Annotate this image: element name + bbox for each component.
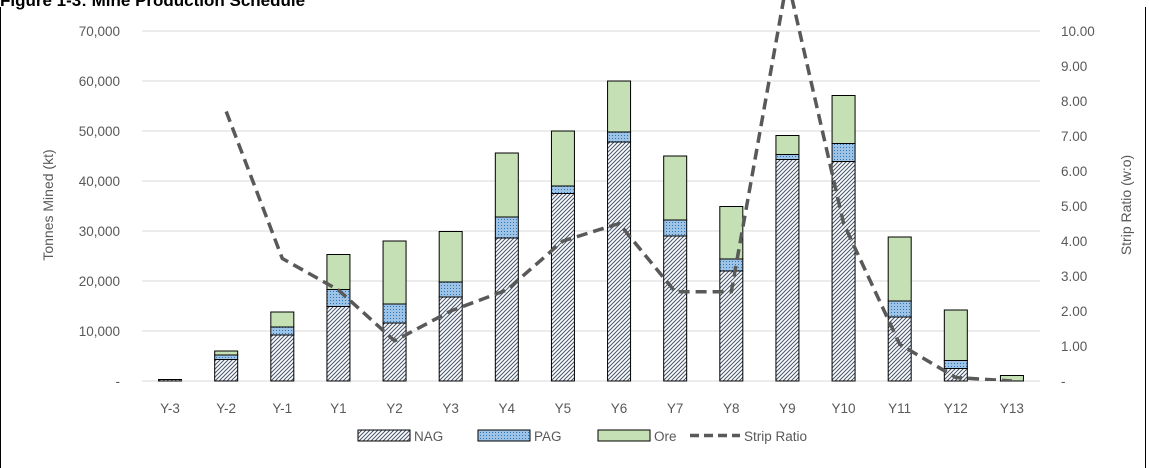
bar-nag (382, 322, 407, 382)
y-tick-label: 60,000 (79, 74, 120, 89)
x-tick-label: Y11 (888, 401, 911, 416)
legend-item-ore: Ore (597, 429, 677, 444)
bar-nag (158, 379, 183, 382)
x-tick-label: Y6 (611, 401, 628, 416)
y-tick-label: 70,000 (79, 24, 120, 39)
bar-pag (663, 219, 688, 237)
y2-tick-label: 7.00 (1061, 129, 1087, 144)
bar-ore (663, 155, 688, 221)
y2-tick-label: 1.00 (1061, 339, 1087, 354)
y2-tick-label: 2.00 (1061, 304, 1087, 319)
bar-pag (494, 216, 519, 239)
bar-ore (270, 311, 295, 328)
legend: NAG PAG Ore Strip Ratio (357, 429, 807, 444)
legend-swatch (597, 429, 651, 442)
x-tick-label: Y1 (330, 401, 347, 416)
bar-ore (999, 375, 1024, 382)
bar-nag (494, 237, 519, 382)
legend-swatch (477, 429, 531, 442)
x-tick-label: Y5 (555, 401, 572, 416)
y2-tick-label: 3.00 (1061, 269, 1087, 284)
y2-tick-label: 5.00 (1061, 199, 1087, 214)
bar-pag (214, 354, 239, 360)
bar-pag (382, 303, 407, 324)
legend-item-pag: PAG (477, 429, 562, 444)
bar-pag (270, 326, 295, 336)
bar-pag (831, 143, 856, 162)
bar-ore (831, 95, 856, 144)
y2-tick-label: 8.00 (1061, 94, 1087, 109)
bar-nag (326, 306, 351, 382)
legend-label: Ore (654, 429, 677, 444)
bar-ore (550, 130, 575, 187)
y-axis-label: Tonnes Mined (kt) (40, 149, 56, 260)
y-tick-label: 40,000 (79, 174, 120, 189)
bar-ore (607, 80, 632, 133)
bar-nag (607, 141, 632, 382)
x-tick-label: Y-3 (160, 401, 180, 416)
bar-ore (438, 231, 463, 283)
x-tick-label: Y9 (779, 401, 796, 416)
bar-nag (550, 193, 575, 382)
legend-item-strip-ratio: Strip Ratio (690, 429, 807, 444)
chart-frame (0, 7, 1146, 468)
y2-axis-label: Strip Ratio (w:o) (1118, 155, 1134, 255)
bar-pag (607, 131, 632, 143)
x-tick-label: Y7 (667, 401, 684, 416)
x-tick-label: Y13 (1000, 401, 1024, 416)
x-tick-label: Y-2 (216, 401, 236, 416)
bar-pag (719, 258, 744, 272)
bar-nag (270, 334, 295, 382)
x-tick-label: Y8 (723, 401, 740, 416)
strip-ratio-line (224, 0, 1013, 381)
bar-pag (438, 281, 463, 298)
bar-ore (775, 135, 800, 155)
bar-ore (214, 350, 239, 356)
y-tick-label: 50,000 (79, 124, 120, 139)
bar-ore (382, 240, 407, 305)
legend-item-nag: NAG (357, 429, 443, 444)
y2-tick-label: - (1061, 374, 1066, 389)
bar-pag (550, 185, 575, 194)
x-tick-label: Y12 (944, 401, 968, 416)
y2-tick-label: 9.00 (1061, 59, 1087, 74)
y2-tick-label: 6.00 (1061, 164, 1087, 179)
y-tick-label: 30,000 (79, 224, 120, 239)
y-tick-label: - (116, 374, 121, 389)
figure-title: Figure 1-3: Mine Production Schedule (0, 0, 306, 10)
x-tick-label: Y10 (832, 401, 856, 416)
legend-swatch (357, 429, 411, 442)
bar-ore (494, 152, 519, 218)
x-tick-label: Y4 (499, 401, 516, 416)
x-tick-label: Y3 (442, 401, 459, 416)
bar-nag (663, 235, 688, 382)
bar-nag (214, 359, 239, 382)
x-tick-label: Y-1 (272, 401, 292, 416)
bar-pag (943, 360, 968, 369)
bar-ore (943, 309, 968, 361)
bar-nag (831, 161, 856, 382)
legend-label: Strip Ratio (744, 429, 807, 444)
bar-pag (775, 154, 800, 160)
bar-pag (887, 300, 912, 318)
bar-nag (775, 159, 800, 382)
legend-label: PAG (534, 429, 562, 444)
legend-label: NAG (414, 429, 443, 444)
y-tick-label: 10,000 (79, 324, 120, 339)
x-tick-label: Y2 (386, 401, 403, 416)
y2-tick-label: 4.00 (1061, 234, 1087, 249)
y-tick-label: 20,000 (79, 274, 120, 289)
y2-tick-label: 10.00 (1061, 24, 1095, 39)
bar-ore (887, 236, 912, 302)
